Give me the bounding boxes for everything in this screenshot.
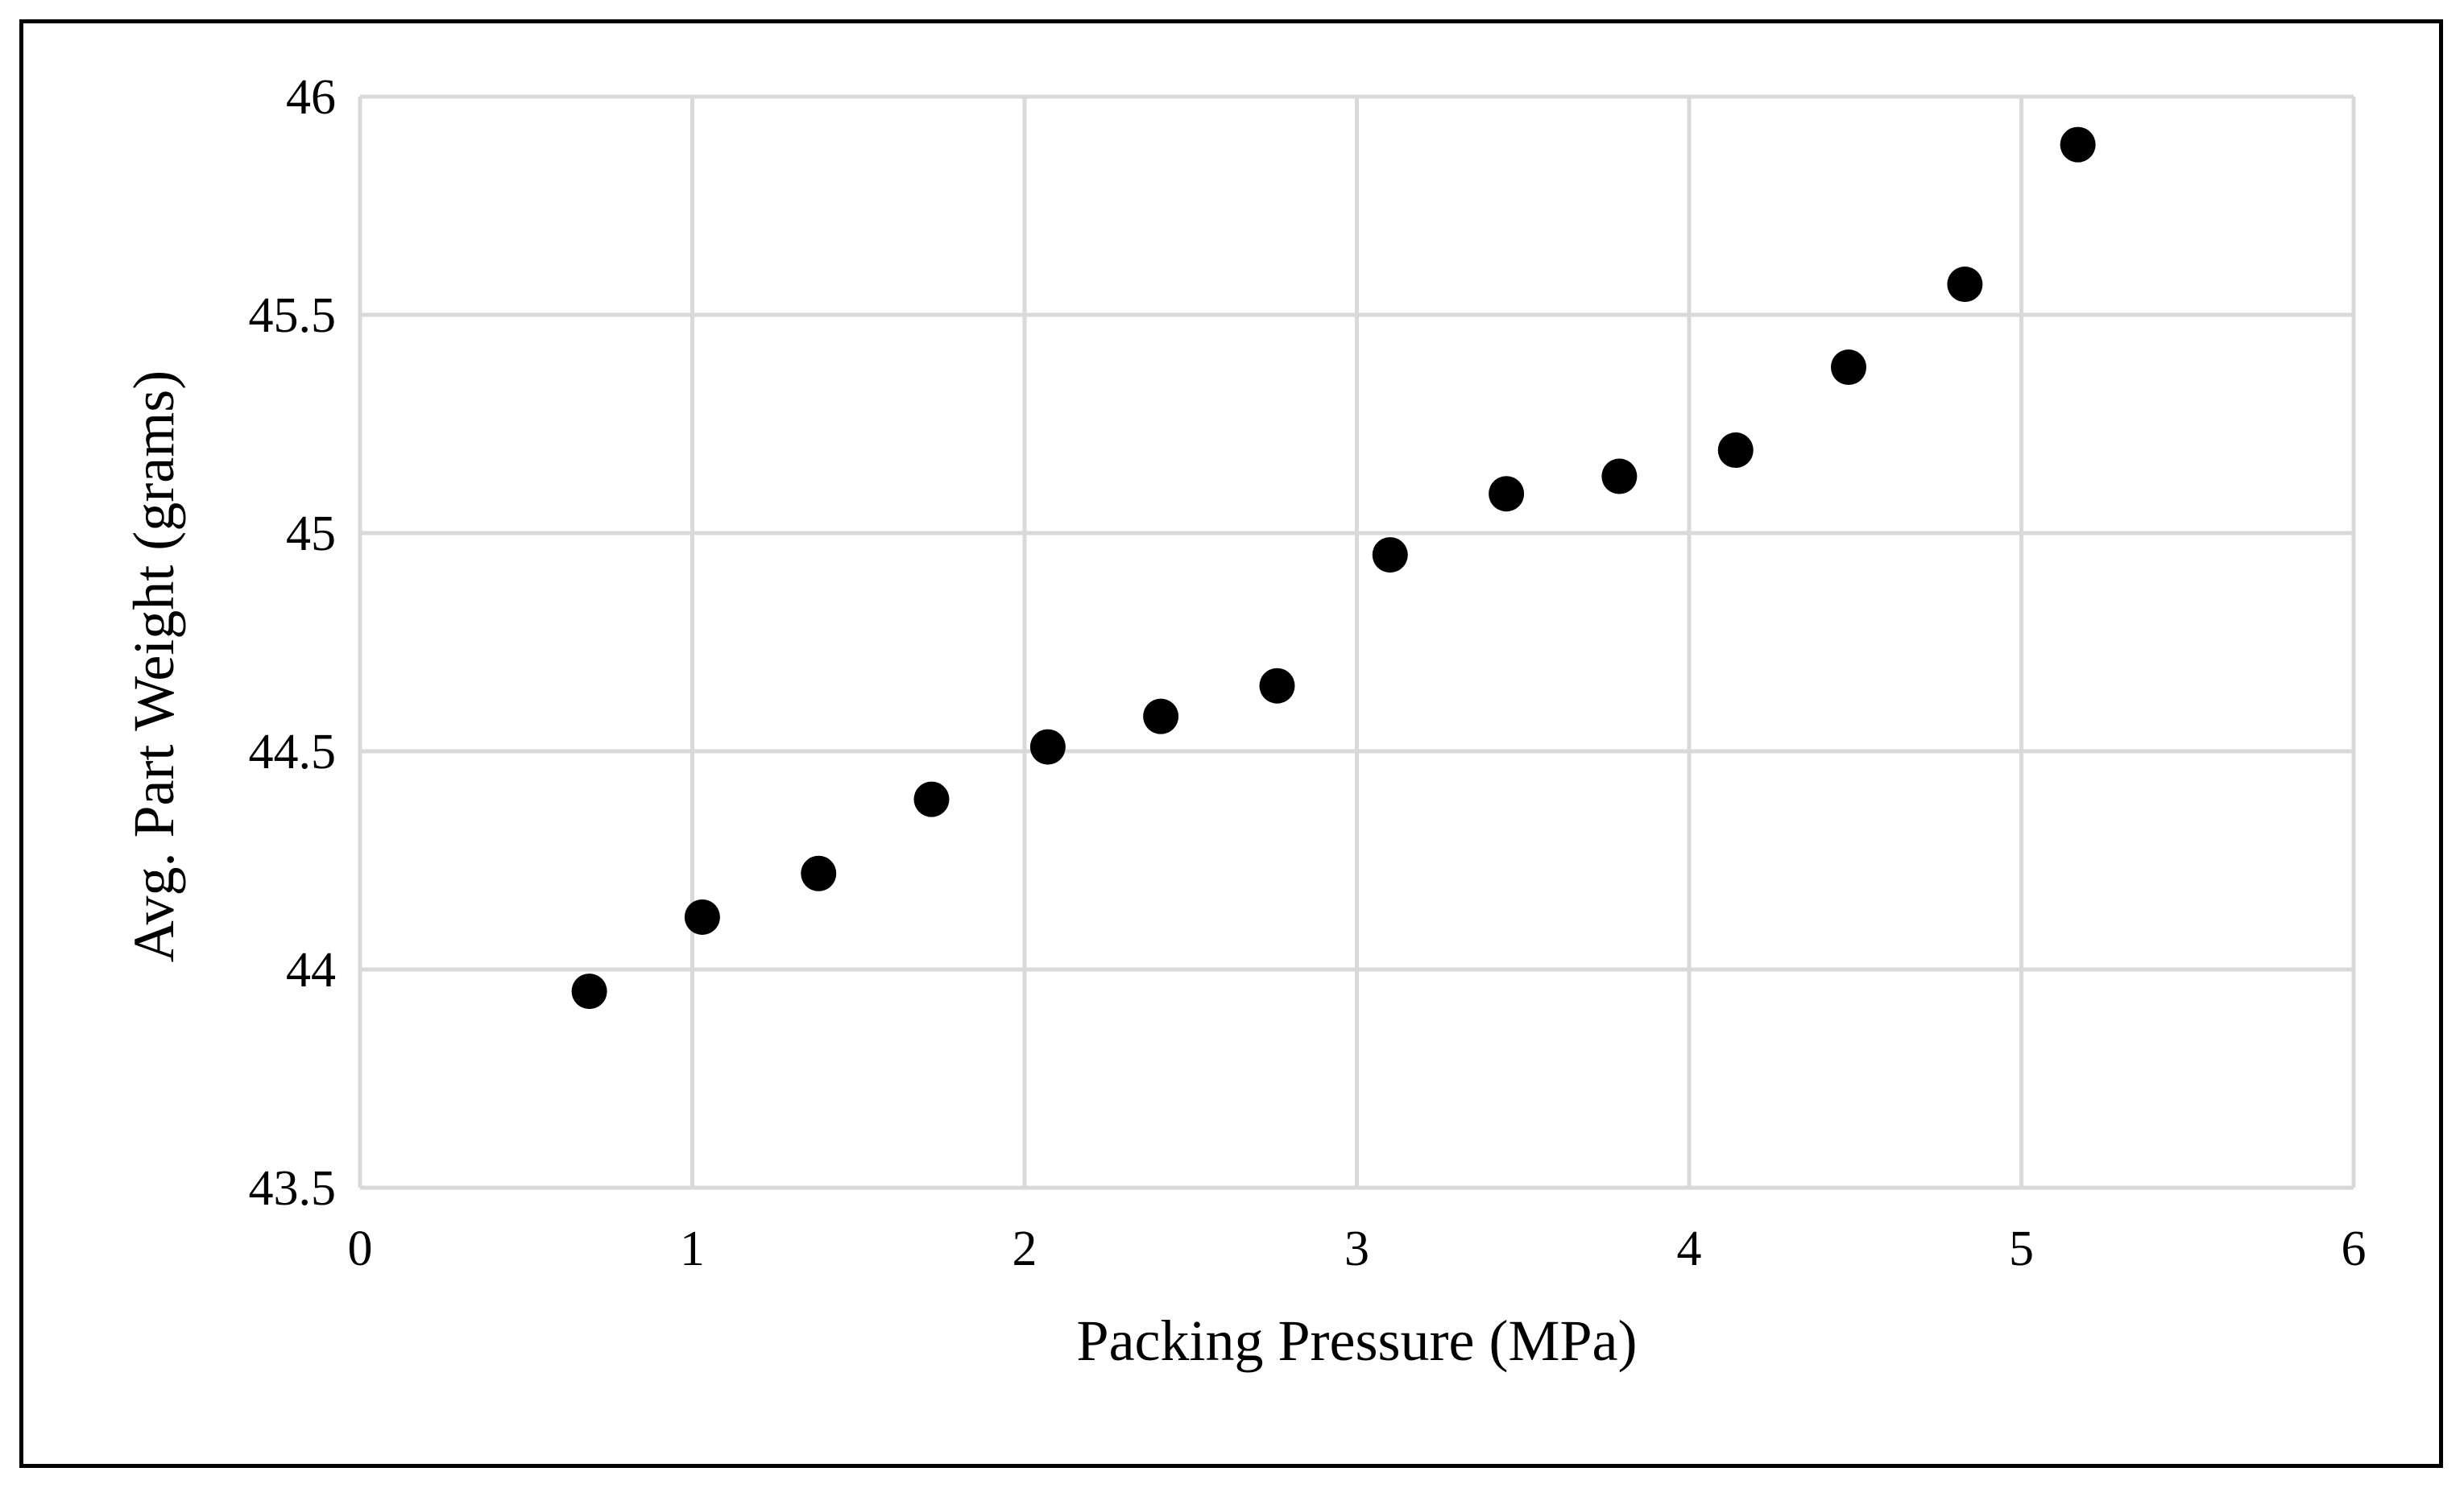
- x-tick-label: 5: [2009, 1222, 2034, 1276]
- data-point: [1717, 432, 1754, 469]
- x-tick-label: 0: [348, 1222, 373, 1276]
- data-point: [1259, 668, 1295, 704]
- data-point: [1489, 476, 1525, 512]
- y-tick-label: 45.5: [249, 288, 337, 343]
- data-point: [1947, 267, 1983, 303]
- data-point: [2060, 126, 2096, 163]
- data-point: [913, 781, 950, 817]
- data-point: [1143, 698, 1179, 734]
- x-tick-label: 2: [1013, 1222, 1037, 1276]
- y-tick-label: 44.5: [249, 725, 337, 779]
- data-point: [801, 855, 837, 891]
- y-tick-labels: 43.5 44 44.5 45 45.5 46: [249, 70, 337, 1216]
- y-axis-title: Avg. Part Weight (grams): [122, 370, 186, 962]
- data-point: [1372, 537, 1408, 573]
- y-tick-label: 43.5: [249, 1161, 337, 1216]
- y-tick-label: 46: [286, 70, 336, 125]
- data-point: [1029, 729, 1066, 765]
- data-point: [684, 899, 720, 935]
- gridlines: [358, 94, 2356, 1190]
- data-point: [571, 974, 607, 1010]
- x-tick-labels: 0 1 2 3 4 5 6: [348, 1222, 2367, 1276]
- y-tick-label: 45: [286, 506, 336, 561]
- x-axis-title: Packing Pressure (MPa): [1077, 1308, 1638, 1373]
- x-tick-label: 4: [1677, 1222, 1702, 1276]
- x-tick-label: 6: [2342, 1222, 2367, 1276]
- y-tick-label: 44: [286, 943, 336, 998]
- data-point: [1831, 349, 1866, 386]
- x-tick-label: 3: [1344, 1222, 1369, 1276]
- x-tick-label: 1: [680, 1222, 705, 1276]
- data-points: [571, 126, 2096, 1010]
- data-point: [1601, 458, 1638, 494]
